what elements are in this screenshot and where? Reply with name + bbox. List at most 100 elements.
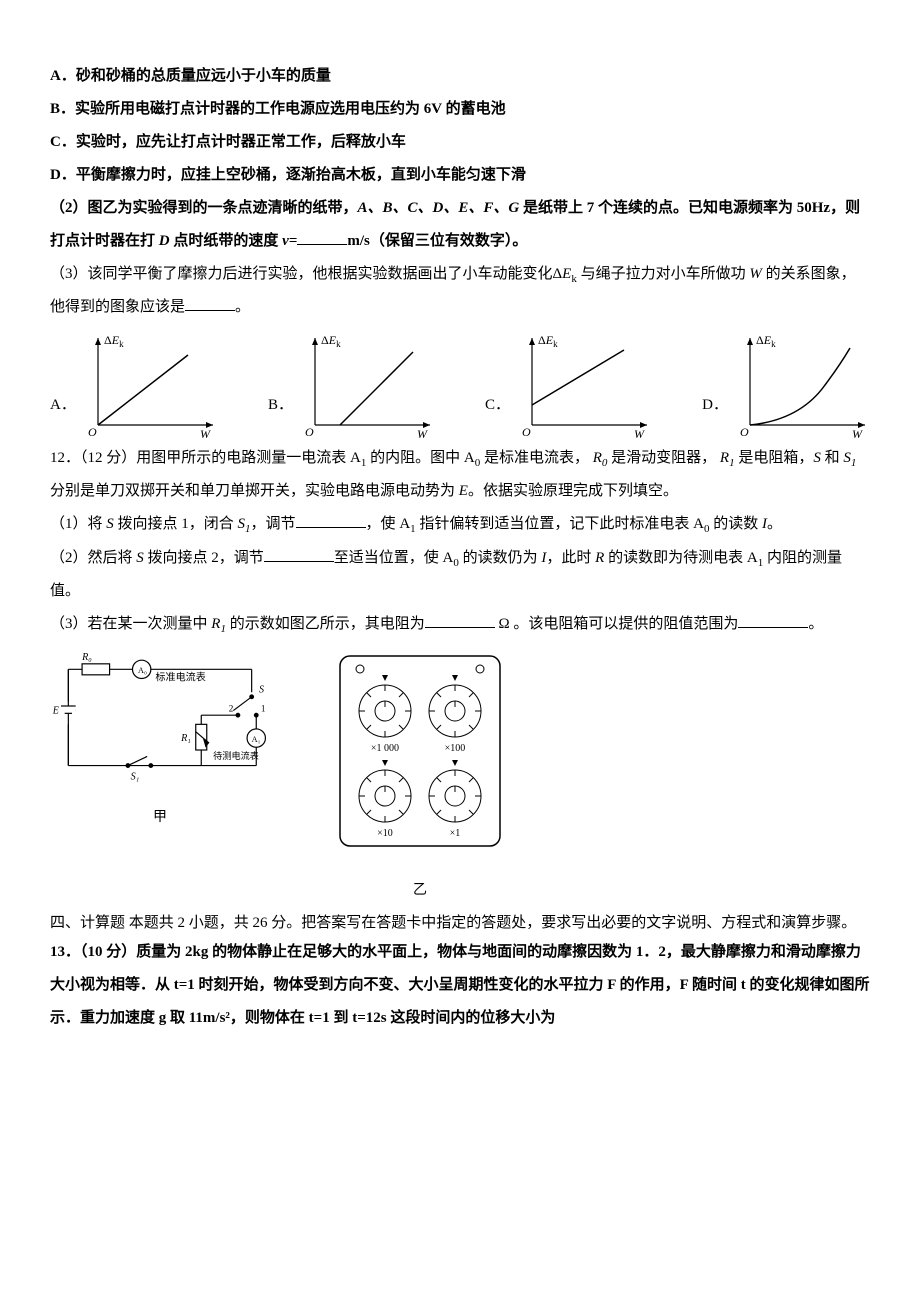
resbox-svg: ×1 000 ×100 ×10 ×1 (330, 651, 510, 861)
q12-p2-g: ，此时 (546, 550, 595, 566)
q11-p3-b: E (562, 266, 571, 282)
q12-p2-c: 拨向接点 2，调节 (144, 550, 264, 566)
q11-optA: A．砂和砂桶的总质量应远小于小车的质量 (50, 60, 870, 93)
res-m1000: ×1 000 (371, 743, 399, 754)
q12-p3-e: 。 (808, 616, 823, 632)
q12-p2-A0: A0 (443, 550, 459, 566)
q11-chart-D-label: D． (702, 389, 728, 422)
q12-p1-A1: A1 (399, 516, 415, 532)
q12-h-g: 和 (825, 450, 840, 466)
q12-h-j: 。依据实验原理完成下列填空。 (468, 483, 678, 499)
q11-chart-C-label: C． (485, 389, 510, 422)
q11-p2-g: 点时纸带的速度 (170, 233, 283, 249)
chart-B-svg: O W ΔEk (295, 330, 435, 440)
q12-p1-S1: S1 (238, 516, 251, 532)
q11-p3-a: （3）该同学平衡了摩擦力后进行实验，他根据实验数据画出了小车动能变化Δ (50, 266, 562, 282)
res-m100: ×100 (445, 743, 466, 754)
chart-B-O: O (305, 425, 314, 439)
q11-chart-D[interactable]: D． O W ΔEk (702, 330, 870, 440)
q12-p1-b: S (106, 516, 114, 532)
q12-p2-e: 的读数仍为 (463, 550, 542, 566)
q11-p2-h: v= (282, 233, 297, 249)
q11-optD: D．平衡摩擦力时，应挂上空砂桶，逐渐抬高木板，直到小车能匀速下滑 (50, 159, 870, 192)
q11-p2-a: （2）图乙为实验得到的一条点迹清晰的纸带， (50, 200, 358, 216)
chart-A-O: O (88, 425, 97, 439)
q11-p2-i: m/s (347, 233, 370, 249)
circ-dut: 待测电流表 (213, 750, 259, 761)
chart-D-x: W (852, 427, 863, 440)
q11-p3: （3）该同学平衡了摩擦力后进行实验，他根据实验数据画出了小车动能变化ΔEk 与绳… (50, 258, 870, 324)
circ-A1: A₁ (252, 735, 261, 744)
q12-h-b: 的内阻。图中 (370, 450, 460, 466)
q11-chart-B[interactable]: B． O W ΔEk (268, 330, 435, 440)
chart-C-svg: O W ΔEk (512, 330, 652, 440)
q12-p2-blank[interactable] (264, 546, 334, 562)
q11-p3-g: 。 (235, 299, 250, 315)
q12-p1-blank[interactable] (296, 512, 366, 528)
circ-S: S (259, 684, 264, 695)
circ-R0: R₀ (81, 652, 92, 663)
q12-p3-blank1[interactable] (425, 612, 495, 628)
chart-A-y: ΔEk (104, 333, 124, 349)
q12-head: 12．（12 分）用图甲所示的电路测量一电流表 A1 的内阻。图中 A0 是标准… (50, 442, 870, 508)
q11-optC: C．实验时，应先让打点计时器正常工作，后释放小车 (50, 126, 870, 159)
q12-figs: R₀ A₀ 标准电流表 E S 2 1 R₁ A₁ 待测电流表 S₁ 甲 (50, 651, 870, 907)
q11-chart-row: A． O W ΔEk B． O W ΔEk (50, 330, 870, 440)
q12-p1-c: 拨向接点 1，闭合 (114, 516, 234, 532)
q12-p1-d: ，调节 (251, 516, 296, 532)
q11-p2: （2）图乙为实验得到的一条点迹清晰的纸带，A、B、C、D、E、F、G 是纸带上 … (50, 192, 870, 258)
q11-chart-B-label: B． (268, 389, 293, 422)
q12-R1: R1 (720, 450, 735, 466)
q12-p1-e: ，使 (366, 516, 396, 532)
q12-p2-d: 至适当位置，使 (334, 550, 439, 566)
q12-h-c: 是标准电流表， (484, 450, 589, 466)
resbox-wrap: ×1 000 ×100 ×10 ×1 乙 (330, 651, 510, 907)
q12-h-h: 分别是单刀双掷开关和单刀单掷开关，实验电路电源电动势为 (50, 483, 459, 499)
q12-p3-c: Ω (498, 616, 509, 632)
q12-p2-h: R (595, 550, 604, 566)
q12-p2-a: （2）然后将 (50, 550, 136, 566)
q11-p2-j: （保留三位有效数字）。 (370, 233, 528, 249)
q12-E: E (459, 483, 468, 499)
q13-text: 13．（10 分）质量为 2kg 的物体静止在足够大的水平面上，物体与地面间的动… (50, 936, 870, 1035)
q11-chart-A-label: A． (50, 389, 76, 422)
q12-p1-A0: A0 (693, 516, 709, 532)
q11-p2-f: D (159, 233, 170, 249)
res-m10: ×10 (377, 828, 393, 839)
circuit-cap: 甲 (50, 803, 270, 834)
q11-p2-blank[interactable] (297, 229, 347, 245)
chart-D-svg: O W ΔEk (730, 330, 870, 440)
q12-p1-i: 。 (767, 516, 782, 532)
q12-p3-R1: R1 (211, 616, 226, 632)
q12-p1-a: （1）将 (50, 516, 106, 532)
circ-R1: R₁ (180, 733, 191, 744)
q12-p2-A1: A1 (747, 550, 763, 566)
q12-p3-blank2[interactable] (738, 612, 808, 628)
q12-p1-f: 指针偏转到适当位置，记下此时标准电表 (419, 516, 689, 532)
chart-B-y: ΔEk (321, 333, 341, 349)
circ-S1: S₁ (131, 771, 140, 782)
q12-p2: （2）然后将 S 拨向接点 2，调节至适当位置，使 A0 的读数仍为 I，此时 … (50, 542, 870, 608)
q11-chart-C[interactable]: C． O W ΔEk (485, 330, 652, 440)
chart-D-O: O (740, 425, 749, 439)
q12-R0: R0 (593, 450, 608, 466)
chart-B-x: W (417, 427, 428, 440)
circ-std: 标准电流表 (155, 670, 205, 683)
q11-p3-d: 与绳子拉力对小车所做功 (577, 266, 750, 282)
q11-chart-A[interactable]: A． O W ΔEk (50, 330, 218, 440)
q12-h-a: 12．（12 分）用图甲所示的电路测量一电流表 (50, 450, 346, 466)
q12-h-d: 是滑动变阻器， (611, 450, 716, 466)
circ-A0: A₀ (138, 666, 147, 675)
chart-C-y: ΔEk (538, 333, 558, 349)
circ-n2: 2 (229, 703, 234, 713)
q11-p2-d: 50Hz (797, 200, 830, 216)
q12-p3: （3）若在某一次测量中 R1 的示数如图乙所示，其电阻为 Ω 。该电阻箱可以提供… (50, 608, 870, 641)
chart-C-x: W (634, 427, 645, 440)
res-m1: ×1 (450, 828, 461, 839)
q11-p2-b: A、B、C、D、E、F、G (358, 200, 520, 216)
q11-p3-blank[interactable] (185, 295, 235, 311)
q12-A1: A1 (350, 450, 366, 466)
q12-S1: S1 (843, 450, 856, 466)
q11-p2-c: 是纸带上 7 个连续的点。已知电源频率为 (519, 200, 797, 216)
q12-p2-b: S (136, 550, 144, 566)
